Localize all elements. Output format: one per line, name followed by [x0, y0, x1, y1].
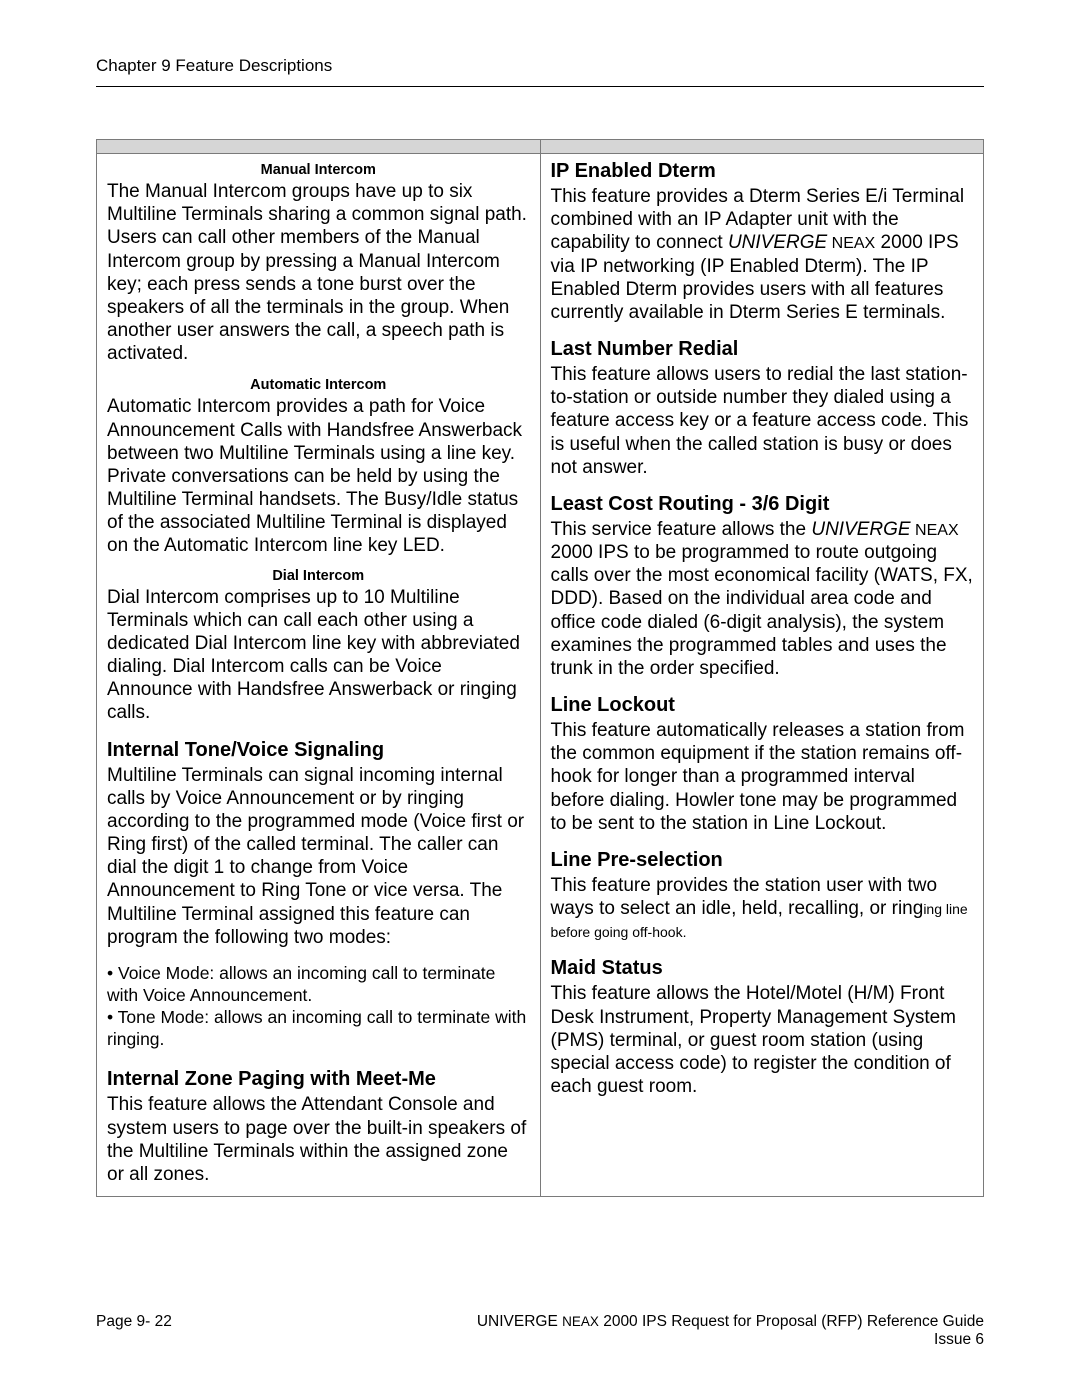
maid-status-body: This feature allows the Hotel/Motel (H/M… — [551, 982, 974, 1098]
left-column-cell: Manual Intercom The Manual Intercom grou… — [97, 154, 541, 1197]
footer-issue: Issue 6 — [477, 1331, 984, 1349]
internal-tone-voice-bullets: • Voice Mode: allows an incoming call to… — [107, 963, 530, 1051]
footer-title-1a: UNIVERGE — [477, 1313, 562, 1330]
table-body-row: Manual Intercom The Manual Intercom grou… — [97, 154, 984, 1197]
document-page: Chapter 9 Feature Descriptions Manual In… — [0, 0, 1080, 1397]
page-footer: Page 9- 22 UNIVERGE NEAX 2000 IPS Reques… — [96, 1313, 984, 1349]
feature-table: Manual Intercom The Manual Intercom grou… — [96, 139, 984, 1197]
chapter-header: Chapter 9 Feature Descriptions — [96, 56, 984, 76]
automatic-intercom-heading: Automatic Intercom — [107, 377, 530, 393]
table-header-row — [97, 140, 984, 154]
internal-tone-voice-heading: Internal Tone/Voice Signaling — [107, 739, 530, 762]
line-preselection-heading: Line Pre-selection — [551, 849, 974, 872]
table-header-cell-right — [540, 140, 984, 154]
last-number-redial-heading: Last Number Redial — [551, 338, 974, 361]
footer-page-number: Page 9- 22 — [96, 1313, 172, 1331]
internal-zone-paging-body: This feature allows the Attendant Consol… — [107, 1093, 530, 1186]
lcr-body-ital: UNIVERGE — [811, 519, 910, 540]
manual-intercom-heading: Manual Intercom — [107, 162, 530, 178]
right-column-cell: IP Enabled Dterm This feature provides a… — [540, 154, 984, 1197]
manual-intercom-body: The Manual Intercom groups have up to si… — [107, 180, 530, 365]
footer-right-block: UNIVERGE NEAX 2000 IPS Request for Propo… — [477, 1313, 984, 1349]
lcr-body-smallcaps: NEAX — [911, 522, 959, 539]
last-number-redial-body: This feature allows users to redial the … — [551, 363, 974, 479]
line-preselection-body: This feature provides the station user w… — [551, 874, 974, 944]
ip-enabled-dterm-body: This feature provides a Dterm Series E/i… — [551, 185, 974, 324]
footer-doc-title: UNIVERGE NEAX 2000 IPS Request for Propo… — [477, 1313, 984, 1331]
header-rule — [96, 86, 984, 87]
automatic-intercom-body: Automatic Intercom provides a path for V… — [107, 395, 530, 557]
maid-status-heading: Maid Status — [551, 957, 974, 980]
table-header-cell-left — [97, 140, 541, 154]
lcr-body-2: 2000 IPS to be programmed to route outgo… — [551, 542, 973, 679]
dial-intercom-body: Dial Intercom comprises up to 10 Multili… — [107, 586, 530, 725]
ip-dterm-body-smallcaps: NEAX — [827, 235, 875, 252]
least-cost-routing-heading: Least Cost Routing - 3/6 Digit — [551, 493, 974, 516]
lcr-body-1: This service feature allows the — [551, 519, 812, 540]
line-lockout-heading: Line Lockout — [551, 694, 974, 717]
footer-title-1b: 2000 IPS Request for Proposal (RFP) Refe… — [599, 1313, 984, 1330]
internal-tone-voice-body: Multiline Terminals can signal incoming … — [107, 764, 530, 949]
ip-dterm-body-ital: UNIVERGE — [728, 232, 827, 253]
internal-zone-paging-heading: Internal Zone Paging with Meet-Me — [107, 1068, 530, 1091]
footer-title-small: NEAX — [562, 1314, 599, 1329]
dial-intercom-heading: Dial Intercom — [107, 568, 530, 584]
least-cost-routing-body: This service feature allows the UNIVERGE… — [551, 518, 974, 680]
line-lockout-body: This feature automatically releases a st… — [551, 719, 974, 835]
ip-enabled-dterm-heading: IP Enabled Dterm — [551, 160, 974, 183]
lps-body-1: This feature provides the station user w… — [551, 875, 938, 919]
